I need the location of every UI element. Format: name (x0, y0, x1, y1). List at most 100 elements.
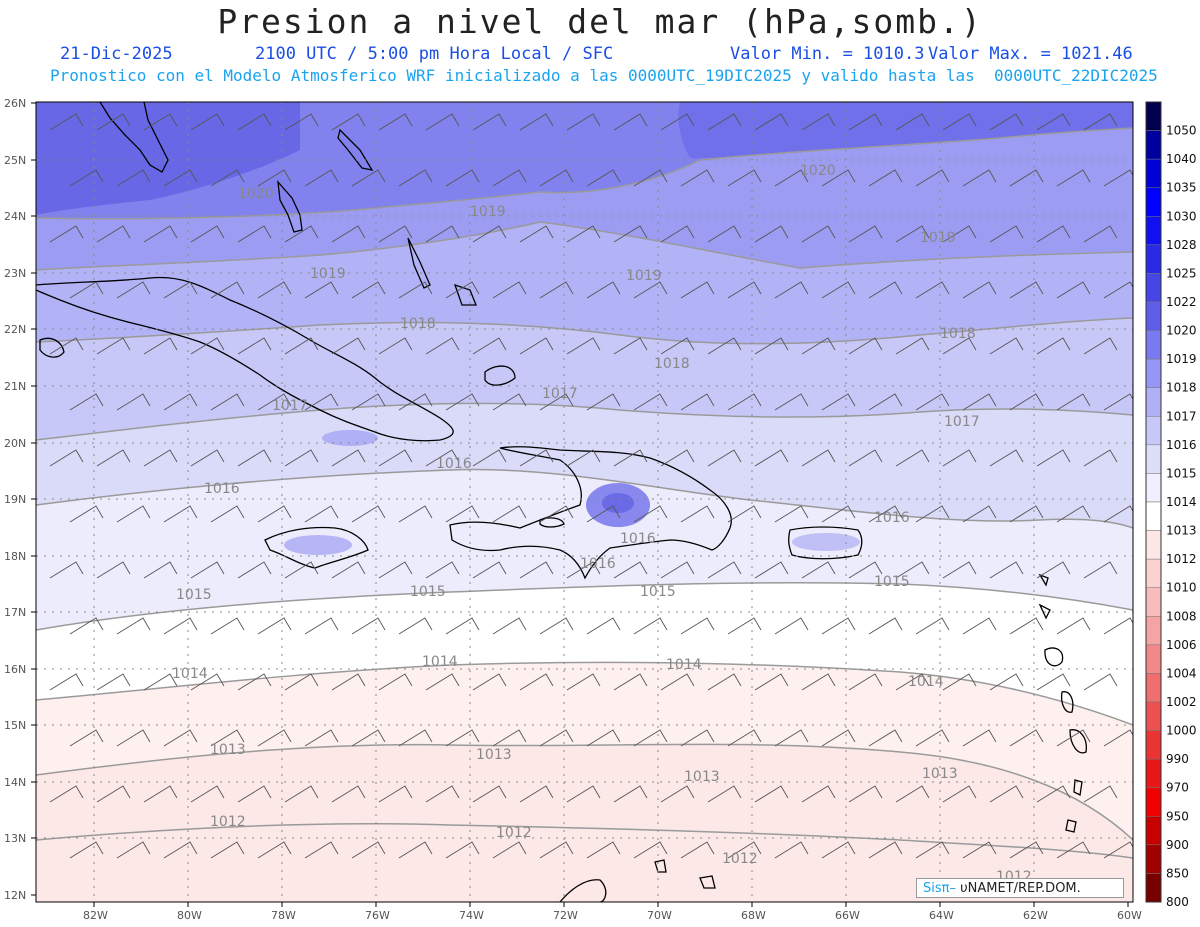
wind-barb (868, 729, 903, 747)
wind-barb (190, 337, 225, 355)
wind-barb (1056, 841, 1091, 859)
wind-barb (398, 841, 433, 859)
wind-barb (472, 561, 507, 579)
wind-barb (237, 673, 272, 691)
wind-barb (237, 449, 272, 467)
wind-barb (539, 505, 574, 523)
wind-barb (989, 225, 1024, 243)
isobar-label: 1019 (626, 268, 662, 284)
wind-barb (727, 169, 762, 187)
wind-barb (445, 281, 480, 299)
colorbar-swatch (1145, 787, 1162, 817)
wind-barb (143, 337, 178, 355)
band-1021-east (678, 102, 1133, 159)
islet-2 (654, 859, 667, 873)
wind-barb (1036, 561, 1071, 579)
wind-barb (284, 449, 319, 467)
wind-barb (492, 505, 527, 523)
wind-barb (707, 449, 742, 467)
colorbar-label: 1050 (1166, 124, 1197, 138)
cuba-coast (36, 276, 454, 442)
wind-barb (942, 337, 977, 355)
wind-barb (942, 225, 977, 243)
wind-barb (821, 841, 856, 859)
colorbar-label: 900 (1166, 838, 1189, 852)
colorbar-label: 1025 (1166, 266, 1197, 280)
wind-barb (586, 505, 621, 523)
wind-barb (613, 337, 648, 355)
isobar-label: 1017 (542, 386, 578, 402)
wind-barb (774, 505, 809, 523)
colorbar-label: 1016 (1166, 438, 1197, 452)
wind-barb (848, 225, 883, 243)
wind-barb (257, 729, 292, 747)
lon-label: 80W (177, 909, 202, 922)
wind-barb (962, 393, 997, 411)
isobar-label: 1016 (620, 531, 656, 547)
wind-barb (1083, 785, 1118, 803)
wind-barb (989, 449, 1024, 467)
wind-barb (351, 169, 386, 187)
wind-barb (398, 393, 433, 411)
colorbar-swatch (1145, 873, 1162, 903)
wind-barb (586, 393, 621, 411)
wind-barb (848, 449, 883, 467)
wind-barb (49, 673, 84, 691)
wind-barb (96, 785, 131, 803)
wind-barb (116, 169, 151, 187)
wind-barb (257, 281, 292, 299)
isobar-label: 1015 (410, 584, 446, 600)
wind-barb (915, 617, 950, 635)
wind-barb (378, 673, 413, 691)
florida-coast (99, 102, 169, 173)
lat-label: 26N (4, 97, 26, 110)
wind-barb (398, 505, 433, 523)
lesser-antilles-grenada (1065, 819, 1077, 833)
wind-barb (49, 113, 84, 131)
wind-barb (445, 729, 480, 747)
wind-barb (774, 729, 809, 747)
wind-barb (304, 169, 339, 187)
isobar-label: 1015 (874, 574, 910, 590)
wind-barb (1083, 225, 1118, 243)
wind-barb (754, 785, 789, 803)
isla-juventud (39, 337, 65, 358)
colorbar-swatch (1145, 587, 1162, 617)
wind-barb (398, 729, 433, 747)
colorbar-swatch (1145, 558, 1162, 588)
wind-barb (492, 169, 527, 187)
wind-barb (754, 561, 789, 579)
wind-barb (613, 225, 648, 243)
wind-barb (49, 561, 84, 579)
wind-barb (848, 113, 883, 131)
wind-barb (915, 841, 950, 859)
wind-barb (727, 729, 762, 747)
wind-barb (989, 561, 1024, 579)
wind-barb (942, 561, 977, 579)
wind-barb (472, 337, 507, 355)
lon-label: 60W (1117, 909, 1142, 922)
wind-barb (915, 169, 950, 187)
wind-barb (96, 337, 131, 355)
islet-1 (699, 875, 716, 889)
wind-barb (425, 113, 460, 131)
wind-barb (257, 393, 292, 411)
map-frame (35, 101, 1134, 903)
bahamas-andros (277, 180, 303, 233)
wind-barb (707, 225, 742, 243)
wind-barb (727, 841, 762, 859)
wind-barb (633, 393, 668, 411)
wind-barb (304, 729, 339, 747)
isobar-label: 1020 (800, 163, 836, 179)
wind-barb (989, 337, 1024, 355)
lat-label: 16N (4, 663, 26, 676)
wind-barb (190, 225, 225, 243)
lon-label: 72W (553, 909, 578, 922)
lesser-antilles-1 (1038, 573, 1049, 587)
colorbar-label: 1014 (1166, 495, 1197, 509)
value-min: Valor Min. = 1010.3 (730, 44, 925, 64)
wind-barb (210, 729, 245, 747)
wind-barb (69, 505, 104, 523)
wind-barb (445, 169, 480, 187)
lesser-antilles-2 (1038, 603, 1051, 620)
